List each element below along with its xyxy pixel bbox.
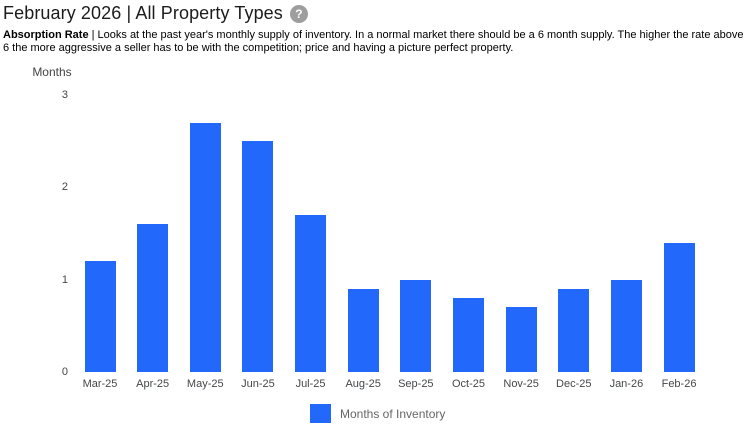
y-tick-label: 1	[61, 273, 68, 286]
help-question-icon[interactable]: ?	[289, 4, 308, 23]
x-tick-label: Sep-25	[398, 378, 434, 390]
chart-description: Absorption Rate | Looks at the past year…	[3, 29, 744, 55]
bar-apr-25[interactable]	[137, 224, 169, 372]
page-title: February 2026 | All Property Types	[3, 3, 283, 23]
bar-oct-25[interactable]	[452, 298, 484, 372]
header: February 2026 | All Property Types ?	[3, 3, 308, 24]
x-tick-label: Dec-25	[556, 378, 592, 390]
bar-jun-25[interactable]	[242, 141, 274, 372]
bar-jul-25[interactable]	[295, 215, 327, 372]
description-text: | Looks at the past year's monthly suppl…	[3, 29, 744, 54]
x-tick-label: Jan-26	[609, 378, 644, 390]
y-tick-label: 2	[61, 181, 68, 194]
legend-label: Months of Inventory	[340, 406, 446, 421]
x-tick-label: Feb-26	[661, 378, 697, 390]
x-tick-label: Apr-25	[136, 378, 170, 390]
x-tick-label: Oct-25	[451, 378, 485, 390]
bar-sep-25[interactable]	[400, 279, 432, 372]
y-tick-label: 3	[61, 89, 68, 101]
chart-legend: Months of Inventory	[310, 404, 445, 423]
bar-aug-25[interactable]	[347, 288, 379, 372]
bar-jan-26[interactable]	[610, 279, 642, 372]
bar-dec-25[interactable]	[558, 288, 590, 372]
bar-nov-25[interactable]	[505, 307, 537, 372]
absorption-rate-chart: Months 3 2 1 0 Mar-25 Apr-25 May-25 Jun-25 Jul-…	[0, 60, 746, 442]
x-tick-label: Mar-25	[82, 378, 118, 390]
x-tick-label: Jun-25	[241, 378, 275, 390]
x-tick-label: Aug-25	[345, 378, 381, 390]
y-axis-title: Months	[32, 65, 72, 79]
x-tick-label: Nov-25	[503, 378, 539, 390]
bar-mar-25[interactable]	[84, 261, 116, 372]
legend-swatch	[310, 404, 331, 423]
x-tick-label: May-25	[186, 378, 224, 390]
description-term: Absorption Rate	[3, 29, 89, 41]
bar-may-25[interactable]	[189, 122, 221, 372]
bar-feb-26[interactable]	[663, 242, 695, 372]
y-tick-label: 0	[61, 366, 68, 378]
x-tick-label: Jul-25	[295, 378, 326, 390]
